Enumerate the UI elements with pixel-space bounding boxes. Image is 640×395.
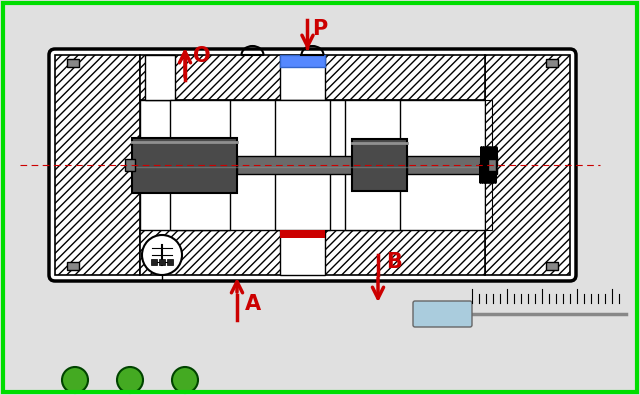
Bar [485,167,492,230]
Circle shape [62,367,88,393]
Bar [407,156,497,174]
Bar [275,100,330,165]
Bar [167,259,173,265]
Bar [140,230,485,275]
Bar [237,156,352,174]
Circle shape [117,367,143,393]
Bar [55,55,140,275]
Bar [125,159,135,171]
Bar [67,59,79,67]
Text: P: P [312,19,328,39]
Bar [485,55,570,275]
Circle shape [142,235,182,275]
Bar [546,262,558,270]
Bar [132,137,237,192]
Bar [345,100,400,165]
Bar [140,230,485,275]
Bar [352,139,407,191]
Bar [345,165,400,230]
Bar [170,100,230,165]
Bar [485,55,570,275]
Bar [546,59,558,67]
Bar [485,100,492,163]
Bar [485,167,492,230]
Bar [280,230,325,238]
Bar [280,230,325,275]
Bar [275,165,330,230]
Bar [140,100,485,230]
Text: A: A [245,294,261,314]
Bar [488,159,496,171]
Bar [55,55,140,275]
FancyBboxPatch shape [413,301,472,327]
Bar [145,55,175,100]
Bar [151,259,157,265]
Bar [280,55,325,100]
Bar [280,55,325,67]
Bar [140,55,485,100]
Text: O: O [193,46,211,66]
Bar [140,55,485,100]
FancyBboxPatch shape [49,49,576,281]
Circle shape [172,367,198,393]
Text: B: B [386,252,402,272]
Bar [159,259,165,265]
Bar [67,262,79,270]
Bar [485,100,492,163]
Bar [170,165,230,230]
